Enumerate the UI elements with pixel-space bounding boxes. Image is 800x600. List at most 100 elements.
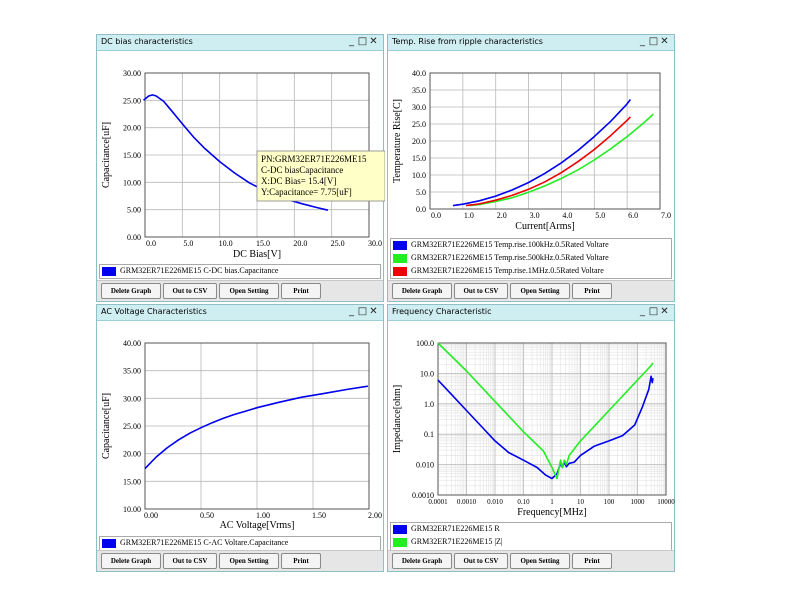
delete-graph-button[interactable]: Delete Graph: [101, 553, 161, 569]
plot-frame: [144, 342, 370, 510]
y-tick-label: 30.00: [123, 394, 141, 403]
x-tick-label: 2.00: [368, 511, 382, 520]
y-tick-label: 15.00: [123, 477, 141, 486]
x-tick-label: 0.0: [146, 239, 156, 248]
x-tick-label: 0.0001: [428, 498, 448, 506]
legend-swatch: [393, 525, 407, 534]
y-axis-label: Temperature Rise[C]: [392, 99, 403, 183]
close-icon[interactable]: ✕: [369, 306, 378, 317]
dc-bias-chart[interactable]: 0.0 5.0 10.0 15.0 20.0 25.0 30.0 0.00 5.00 10.00 1…: [97, 51, 385, 263]
legend-entry: GRM32ER71E226ME15 Temp.rise.500kHz.0.5Ra…: [391, 252, 671, 265]
legend-label: GRM32ER71E226ME15 R: [411, 524, 500, 533]
y-tick-label: 0.1: [424, 430, 434, 439]
dc-bias-titlebar[interactable]: DC bias characteristics _ □ ✕: [97, 35, 383, 51]
print-button[interactable]: Print: [572, 553, 612, 569]
minimize-icon[interactable]: _: [349, 36, 354, 47]
y-tick-label: 20.00: [123, 450, 141, 459]
y-tick-label: 10.0: [412, 171, 426, 180]
out-to-csv-button[interactable]: Out to CSV: [454, 553, 508, 569]
ac-voltage-chart[interactable]: 0.00 0.50 1.00 1.50 2.00 10.00 15.00 20.00 25.00…: [97, 321, 385, 535]
dc-bias-panel-title: DC bias characteristics: [101, 37, 193, 46]
y-tick-label: 25.00: [123, 96, 141, 105]
y-tick-label: 5.00: [127, 206, 141, 215]
open-setting-button[interactable]: Open Setting: [510, 283, 570, 299]
y-tick-label: 10.00: [123, 178, 141, 187]
ac-voltage-titlebar[interactable]: AC Voltage Characteristics _ □ ✕: [97, 305, 383, 321]
maximize-icon[interactable]: □: [357, 36, 368, 47]
temp-rise-panel: Temp. Rise from ripple characteristics _…: [387, 34, 675, 302]
legend-entry: GRM32ER71E226ME15 R: [391, 523, 671, 536]
open-setting-button[interactable]: Open Setting: [510, 553, 570, 569]
y-tick-label: 30.00: [123, 69, 141, 78]
legend-swatch: [393, 241, 407, 250]
legend-label: GRM32ER71E226ME15 Temp.rise.1MHz.0.5Rate…: [411, 266, 604, 275]
window-controls: _ □ ✕: [637, 306, 670, 318]
maximize-icon[interactable]: □: [648, 306, 659, 317]
series-line-c-ac-voltare-capacitance: [144, 385, 369, 470]
x-tick-label: 1.50: [312, 511, 326, 520]
x-tick-label: 1000: [631, 498, 646, 506]
x-tick-label: 5.0: [183, 239, 193, 248]
x-tick-label: 10: [577, 498, 585, 506]
temp-rise-titlebar[interactable]: Temp. Rise from ripple characteristics _…: [388, 35, 674, 51]
y-tick-label: 0.0: [416, 205, 426, 214]
ac-voltage-panel-title: AC Voltage Characteristics: [101, 307, 207, 316]
frequency-chart[interactable]: 0.0001 0.0010 0.010 0.10 1 10 100 1000 100000.00…: [388, 321, 676, 521]
y-tick-label: 40.00: [123, 339, 141, 348]
print-button[interactable]: Print: [572, 283, 612, 299]
maximize-icon[interactable]: □: [648, 36, 659, 47]
dc-bias-button-bar: Delete Graph Out to CSV Open Setting Pri…: [97, 280, 383, 301]
legend-entry: GRM32ER71E226ME15 C-DC bias.Capacitance: [100, 265, 380, 278]
y-tick-label: 35.00: [123, 367, 141, 376]
x-tick-label: 15.0: [256, 239, 270, 248]
legend-entry: GRM32ER71E226ME15 |Z|: [391, 536, 671, 549]
x-tick-label: 10000: [657, 498, 675, 506]
maximize-icon[interactable]: □: [357, 306, 368, 317]
plot-frame: [437, 342, 667, 496]
window-controls: _ □ ✕: [346, 306, 379, 318]
delete-graph-button[interactable]: Delete Graph: [101, 283, 161, 299]
open-setting-button[interactable]: Open Setting: [219, 553, 279, 569]
print-button[interactable]: Print: [281, 283, 321, 299]
out-to-csv-button[interactable]: Out to CSV: [163, 283, 217, 299]
minimize-icon[interactable]: _: [640, 36, 645, 47]
temp-rise-chart[interactable]: 0.0 1.0 2.0 3.0 4.0 5.0 6.0 7.0 0.0 5.0 10.0 15.0 20…: [388, 51, 676, 237]
y-tick-label: 30.0: [412, 103, 426, 112]
frequency-titlebar[interactable]: Frequency Characteristic _ □ ✕: [388, 305, 674, 321]
minimize-icon[interactable]: _: [640, 306, 645, 317]
y-axis-label: Capacitance[uF]: [101, 393, 112, 459]
x-tick-label: 0.010: [487, 498, 503, 506]
dc-bias-panel: DC bias characteristics _ □ ✕ 0.0 5.0 10.0 15…: [96, 34, 385, 302]
x-axis-label: DC Bias[V]: [233, 249, 281, 260]
window-controls: _ □ ✕: [637, 36, 670, 48]
delete-graph-button[interactable]: Delete Graph: [392, 283, 452, 299]
x-axis-label: Current[Arms]: [515, 221, 574, 232]
minimize-icon[interactable]: _: [349, 306, 354, 317]
x-tick-label: 1: [550, 498, 554, 506]
ac-voltage-legend: GRM32ER71E226ME15 C-AC Voltare.Capacitan…: [99, 536, 381, 551]
x-tick-label: 25.0: [331, 239, 345, 248]
close-icon[interactable]: ✕: [660, 36, 669, 47]
y-tick-label: 1.0: [424, 400, 434, 409]
data-tooltip: [256, 150, 385, 202]
close-icon[interactable]: ✕: [660, 306, 669, 317]
legend-swatch: [102, 267, 116, 276]
tooltip-line: Y:Capacitance= 7.75[uF]: [261, 187, 352, 197]
ac-voltage-button-bar: Delete Graph Out to CSV Open Setting Pri…: [97, 550, 383, 571]
print-button[interactable]: Print: [281, 553, 321, 569]
x-tick-label: 20.0: [293, 239, 307, 248]
legend-entry: GRM32ER71E226ME15 C-AC Voltare.Capacitan…: [100, 537, 380, 550]
out-to-csv-button[interactable]: Out to CSV: [454, 283, 508, 299]
legend-swatch: [393, 538, 407, 547]
y-tick-label: 10.0: [420, 369, 434, 378]
close-icon[interactable]: ✕: [369, 36, 378, 47]
out-to-csv-button[interactable]: Out to CSV: [163, 553, 217, 569]
ac-voltage-panel: AC Voltage Characteristics _ □ ✕ 0.00 0.50 1…: [96, 304, 384, 572]
legend-entry: GRM32ER71E226ME15 Temp.rise.1MHz.0.5Rate…: [391, 265, 671, 278]
series-line-1mhz: [465, 116, 631, 207]
frequency-panel: Frequency Characteristic _ □ ✕ 0.0001 0.001…: [387, 304, 675, 572]
open-setting-button[interactable]: Open Setting: [219, 283, 279, 299]
plot-frame: [429, 72, 661, 210]
y-tick-label: 20.0: [412, 137, 426, 146]
delete-graph-button[interactable]: Delete Graph: [392, 553, 452, 569]
